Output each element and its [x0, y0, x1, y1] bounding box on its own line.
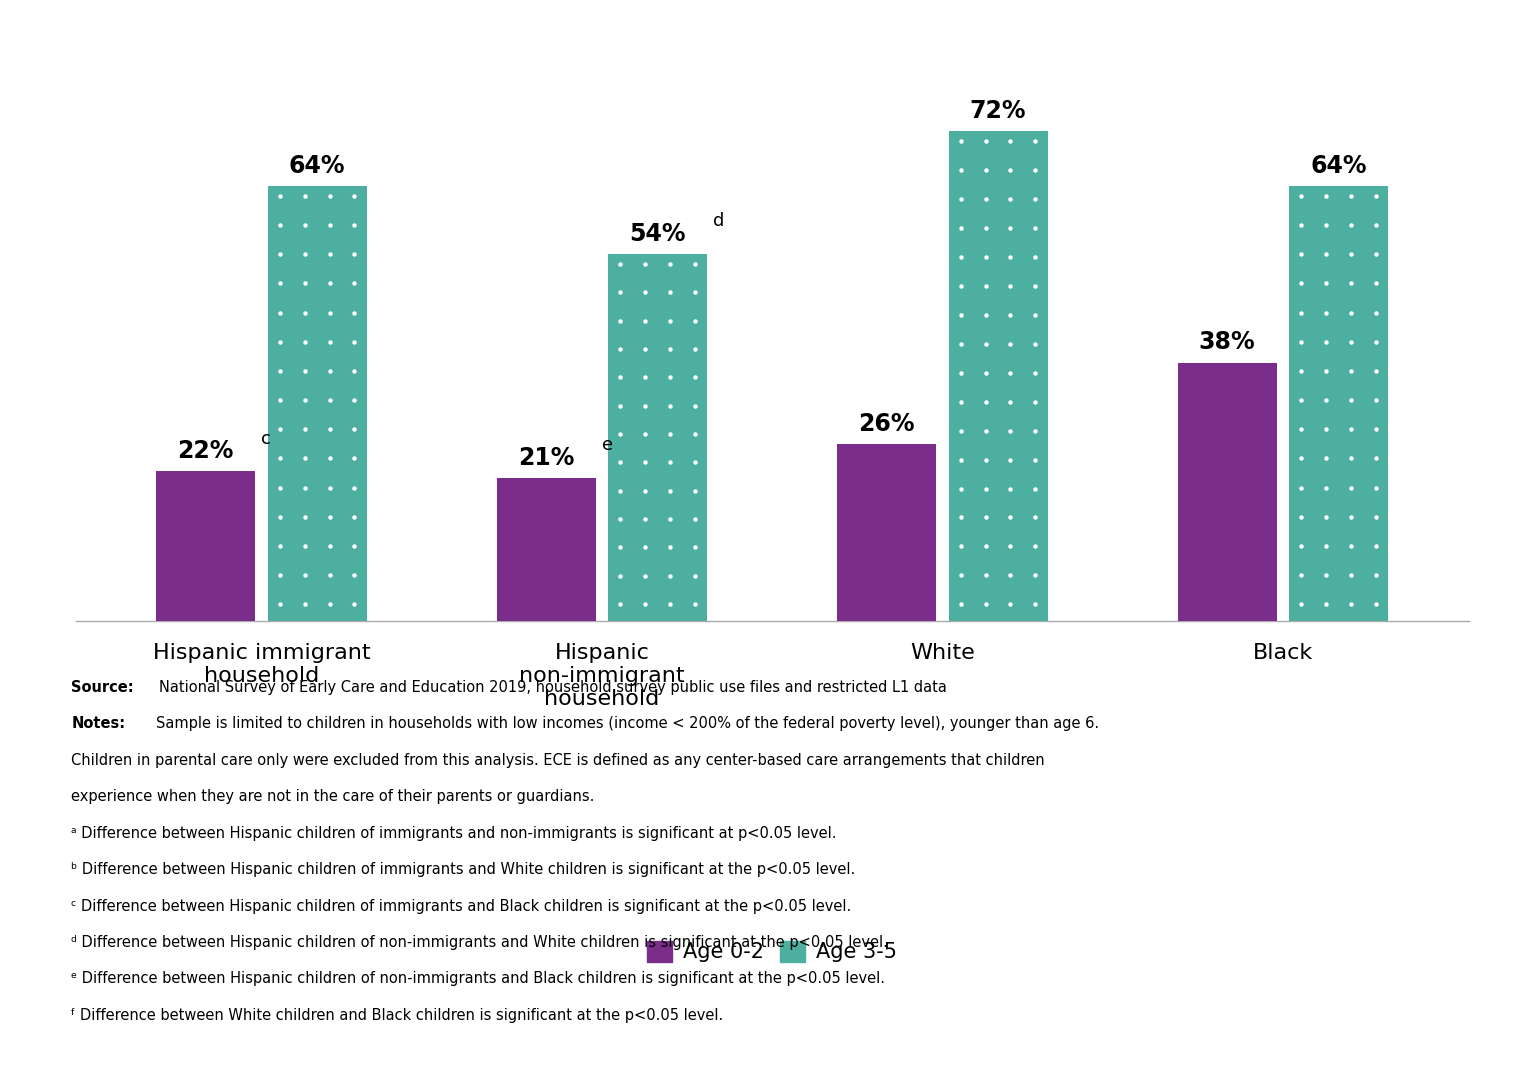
Text: experience when they are not in the care of their parents or guardians.: experience when they are not in the care… — [71, 789, 595, 804]
Text: Children in parental care only were excluded from this analysis. ECE is defined : Children in parental care only were excl… — [71, 753, 1045, 768]
Text: ᵉ Difference between Hispanic children of non-immigrants and Black children is s: ᵉ Difference between Hispanic children o… — [71, 971, 886, 986]
Text: 38%: 38% — [1199, 331, 1255, 355]
Text: 54%: 54% — [630, 222, 686, 245]
Text: e: e — [603, 437, 613, 454]
Text: ᶠ Difference between White children and Black children is significant at the p<0: ᶠ Difference between White children and … — [71, 1008, 724, 1023]
Bar — [497, 479, 595, 621]
Bar — [949, 132, 1048, 621]
Bar — [1288, 185, 1388, 621]
Legend: Age 0-2, Age 3-5: Age 0-2, Age 3-5 — [639, 933, 905, 970]
Text: ᶜ Difference between Hispanic children of immigrants and Black children is signi: ᶜ Difference between Hispanic children o… — [71, 899, 851, 914]
Text: 21%: 21% — [518, 447, 574, 470]
Text: ᵇ Difference between Hispanic children of immigrants and White children is signi: ᵇ Difference between Hispanic children o… — [71, 862, 855, 877]
Bar — [156, 471, 256, 621]
Text: 26%: 26% — [858, 412, 914, 436]
Bar — [268, 185, 366, 621]
Text: Notes:: Notes: — [71, 716, 126, 731]
Bar — [837, 444, 936, 621]
Bar — [1178, 363, 1276, 621]
Text: 64%: 64% — [289, 153, 345, 178]
Text: c: c — [262, 429, 271, 448]
Text: Sample is limited to children in households with low incomes (income < 200% of t: Sample is limited to children in househo… — [156, 716, 1099, 731]
Text: 72%: 72% — [970, 100, 1026, 123]
Text: National Survey of Early Care and Education 2019, household survey public use fi: National Survey of Early Care and Educat… — [159, 680, 946, 695]
Text: Source:: Source: — [71, 680, 133, 695]
Bar — [609, 254, 707, 621]
Text: 64%: 64% — [1310, 153, 1367, 178]
Text: d: d — [713, 212, 725, 230]
Text: ᵃ Difference between Hispanic children of immigrants and non-immigrants is signi: ᵃ Difference between Hispanic children o… — [71, 826, 837, 841]
Text: ᵈ Difference between Hispanic children of non-immigrants and White children is s: ᵈ Difference between Hispanic children o… — [71, 935, 889, 950]
Text: 22%: 22% — [177, 439, 233, 464]
